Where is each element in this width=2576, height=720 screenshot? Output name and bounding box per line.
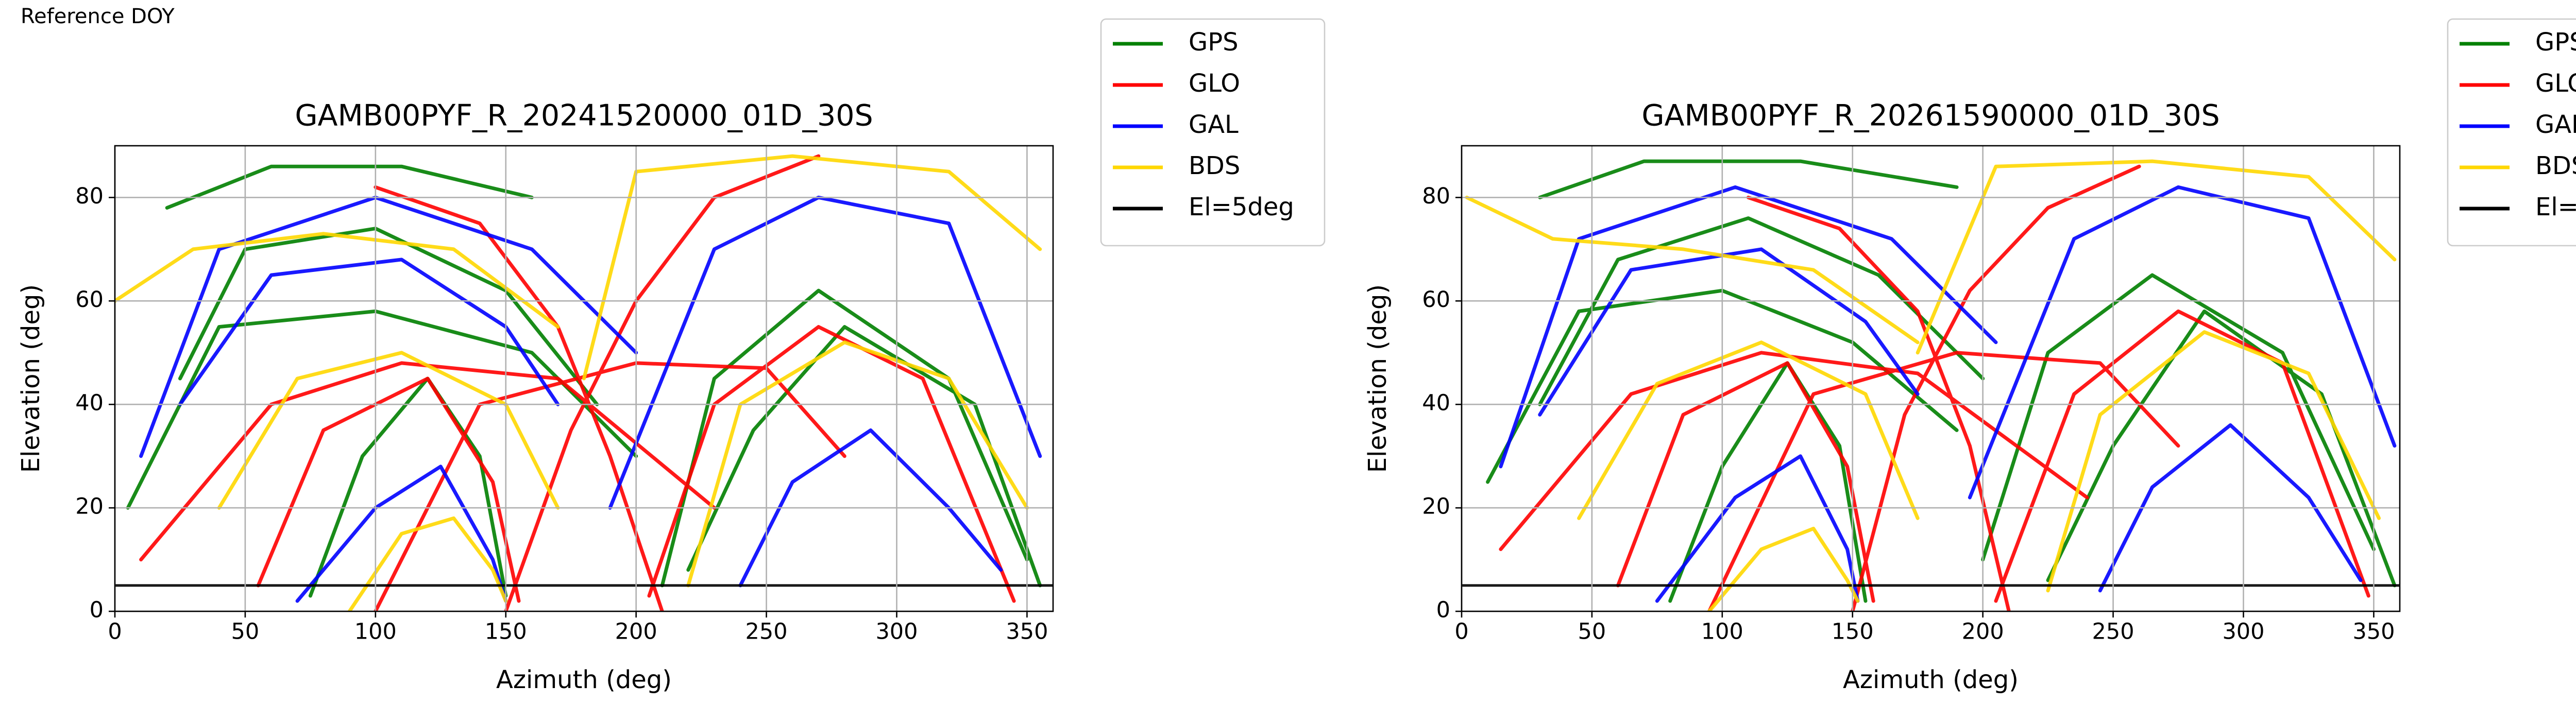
x-axis-label: Azimuth (deg) — [1843, 665, 2019, 694]
legend-label: GAL — [1189, 110, 1239, 139]
legend-box — [2447, 18, 2576, 247]
chart-title: GAMB00PYF_R_20261590000_01D_30S — [1641, 99, 2219, 133]
plot-area — [1462, 159, 2400, 611]
x-tick-label: 0 — [1454, 619, 1468, 645]
series-line — [115, 154, 1042, 611]
figure-text: Reference DOY — [21, 5, 175, 28]
legend-label: GLO — [1189, 69, 1240, 98]
y-tick-label: 80 — [1422, 183, 1450, 209]
axes-frame — [1461, 145, 2401, 612]
x-tick-label: 300 — [875, 619, 918, 645]
legend-label: BDS — [1189, 151, 1240, 180]
x-tick-label: 150 — [485, 619, 527, 645]
legend-label: GLO — [2535, 69, 2576, 98]
x-tick-label: 250 — [2092, 619, 2134, 645]
y-tick-label: 60 — [1422, 287, 1450, 313]
x-tick-label: 200 — [615, 619, 657, 645]
legend-label: GPS — [2535, 28, 2576, 57]
y-tick-label: 0 — [1436, 597, 1450, 623]
legend-label: GPS — [1189, 28, 1239, 57]
x-tick-label: 250 — [745, 619, 788, 645]
x-tick-label: 200 — [1962, 619, 2004, 645]
y-axis-label: Elevation (deg) — [1363, 284, 1392, 473]
y-tick-label: 40 — [75, 390, 104, 416]
x-tick-label: 50 — [1578, 619, 1606, 645]
x-tick-label: 350 — [1006, 619, 1048, 645]
chart-title: GAMB00PYF_R_20241520000_01D_30S — [295, 99, 873, 133]
y-tick-label: 40 — [1422, 390, 1450, 416]
y-tick-label: 60 — [75, 287, 104, 313]
legend-label: El=5deg — [1189, 193, 1294, 221]
series-line — [1465, 159, 2397, 611]
y-tick-label: 0 — [90, 597, 104, 623]
x-tick-label: 100 — [354, 619, 397, 645]
y-axis-label: Elevation (deg) — [16, 284, 45, 473]
y-tick-label: 20 — [1422, 494, 1450, 520]
x-tick-label: 50 — [231, 619, 260, 645]
x-tick-label: 150 — [1832, 619, 1874, 645]
legend-label: El=5deg — [2535, 193, 2576, 221]
legend-box — [1100, 18, 1326, 247]
legend-label: GAL — [2535, 110, 2576, 139]
series-line — [1499, 185, 2397, 603]
x-tick-label: 350 — [2352, 619, 2395, 645]
y-tick-label: 20 — [75, 494, 104, 520]
series-line — [1499, 164, 2370, 611]
axes-frame — [114, 145, 1054, 612]
x-axis-label: Azimuth (deg) — [496, 665, 672, 694]
x-tick-label: 100 — [1701, 619, 1743, 645]
x-tick-label: 300 — [2222, 619, 2264, 645]
y-tick-label: 80 — [75, 183, 104, 209]
legend-label: BDS — [2535, 151, 2576, 180]
x-tick-label: 0 — [108, 619, 122, 645]
